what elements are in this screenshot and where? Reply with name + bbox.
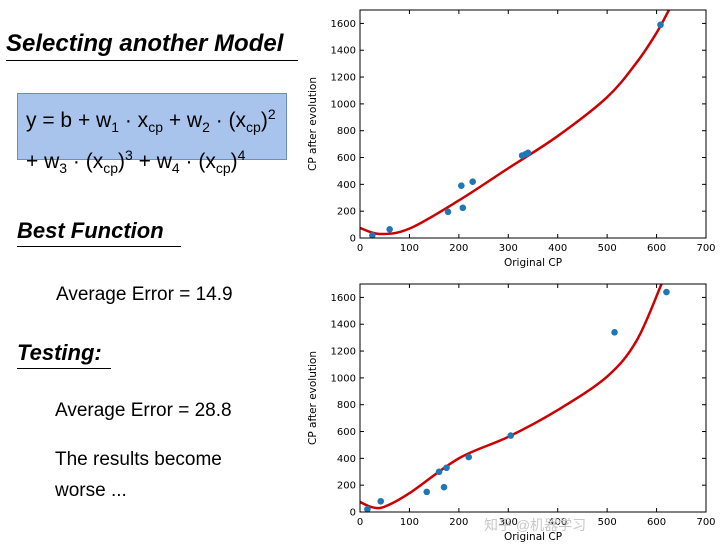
train-average-error: Average Error = 14.9: [56, 284, 233, 305]
x-tick-label: 600: [647, 517, 666, 528]
y-tick-label: 0: [350, 508, 356, 519]
x-tick-label: 500: [598, 243, 617, 254]
data-point: [465, 453, 473, 461]
testing-plot-svg: 0 100 200 300 400 500 600 700 0 200 400 600 800 1000 1…: [307, 283, 716, 543]
x-tick-label: 500: [598, 517, 617, 528]
y-tick-label: 1000: [331, 373, 356, 384]
y-tick-label: 800: [337, 126, 356, 137]
data-point: [459, 204, 467, 212]
x-tick-label: 100: [400, 517, 419, 528]
plot-frame: [359, 283, 707, 513]
data-point: [435, 468, 443, 476]
slide-title: Selecting another Model: [6, 30, 284, 57]
title-underline: [6, 60, 298, 61]
y-tick-label: 400: [337, 180, 356, 191]
data-point: [458, 182, 465, 189]
training-plot: 0 100 200 300 400 500 600 700 0 200 400 600 800 1000 1…: [302, 2, 717, 279]
y-axis-label: CP after evolution: [307, 77, 319, 171]
data-point: [663, 288, 670, 296]
x-tick-label: 400: [548, 243, 567, 254]
y-tick-label: 1400: [331, 320, 356, 331]
y-tick-label: 1400: [331, 46, 356, 57]
y-tick-label: 1600: [331, 19, 356, 30]
y-tick-label: 1000: [331, 99, 356, 110]
data-point: [386, 225, 393, 233]
x-axis-label: Original CP: [504, 257, 562, 269]
plot-frame: [359, 9, 707, 239]
data-point: [444, 208, 452, 216]
watermark: 知乎 @机器学习: [484, 517, 587, 533]
formula-line-2: + w3 · (xcp)3 + w4 · (xcp)4: [26, 147, 246, 177]
x-axis-label: Original CP: [504, 531, 562, 543]
y-tick-label: 1200: [331, 347, 356, 358]
x-tick-label: 600: [647, 243, 666, 254]
model-formula: y = b + w1 · xcp + w2 · (xcp)2 + w3 · (x…: [17, 93, 287, 176]
y-tick-label: 1200: [331, 73, 356, 84]
x-tick-label: 0: [357, 517, 363, 528]
data-point: [524, 149, 532, 157]
x-tick-label: 0: [357, 243, 363, 254]
conclusion-line-1: The results become: [55, 449, 222, 470]
data-point: [611, 328, 618, 336]
best-function-heading: Best Function: [17, 218, 164, 243]
x-tick-label: 300: [499, 243, 518, 254]
x-tick-label: 200: [449, 517, 468, 528]
data-point: [423, 488, 431, 496]
x-tick-label: 300: [499, 517, 518, 528]
fit-curve: [360, 10, 671, 236]
x-tick-label: 400: [548, 517, 567, 528]
fit-curve: [360, 284, 663, 510]
testing-plot: 0 100 200 300 400 500 600 700 0 200 400 600 800 1000 1…: [302, 276, 717, 555]
data-point: [657, 21, 664, 29]
y-axis-label: CP after evolution: [307, 351, 319, 445]
y-tick-label: 600: [337, 427, 356, 438]
y-tick-label: 200: [337, 207, 356, 218]
y-tick-label: 1600: [331, 293, 356, 304]
x-tick-label: 200: [449, 243, 468, 254]
y-tick-label: 400: [337, 454, 356, 465]
conclusion-line-2: worse ...: [55, 480, 127, 501]
x-tick-label: 700: [696, 243, 715, 254]
x-tick-label: 700: [696, 517, 715, 528]
data-point: [369, 232, 376, 239]
test-average-error: Average Error = 28.8: [55, 400, 232, 421]
data-point: [469, 178, 476, 185]
training-plot-svg: 0 100 200 300 400 500 600 700 0 200 400 600 800 1000 1…: [307, 9, 716, 269]
y-tick-label: 200: [337, 481, 356, 492]
x-tick-label: 100: [400, 243, 419, 254]
y-tick-label: 600: [337, 153, 356, 164]
testing-underline: [17, 368, 111, 369]
y-tick-label: 800: [337, 400, 356, 411]
data-point: [377, 497, 385, 505]
y-tick-label: 0: [350, 234, 356, 245]
data-point: [507, 432, 515, 439]
data-point: [440, 483, 448, 491]
testing-heading: Testing:: [17, 340, 102, 365]
data-point: [443, 464, 450, 472]
data-point: [364, 506, 371, 513]
formula-line-1: y = b + w1 · xcp + w2 · (xcp)2: [26, 106, 276, 136]
best-function-underline: [17, 246, 181, 247]
